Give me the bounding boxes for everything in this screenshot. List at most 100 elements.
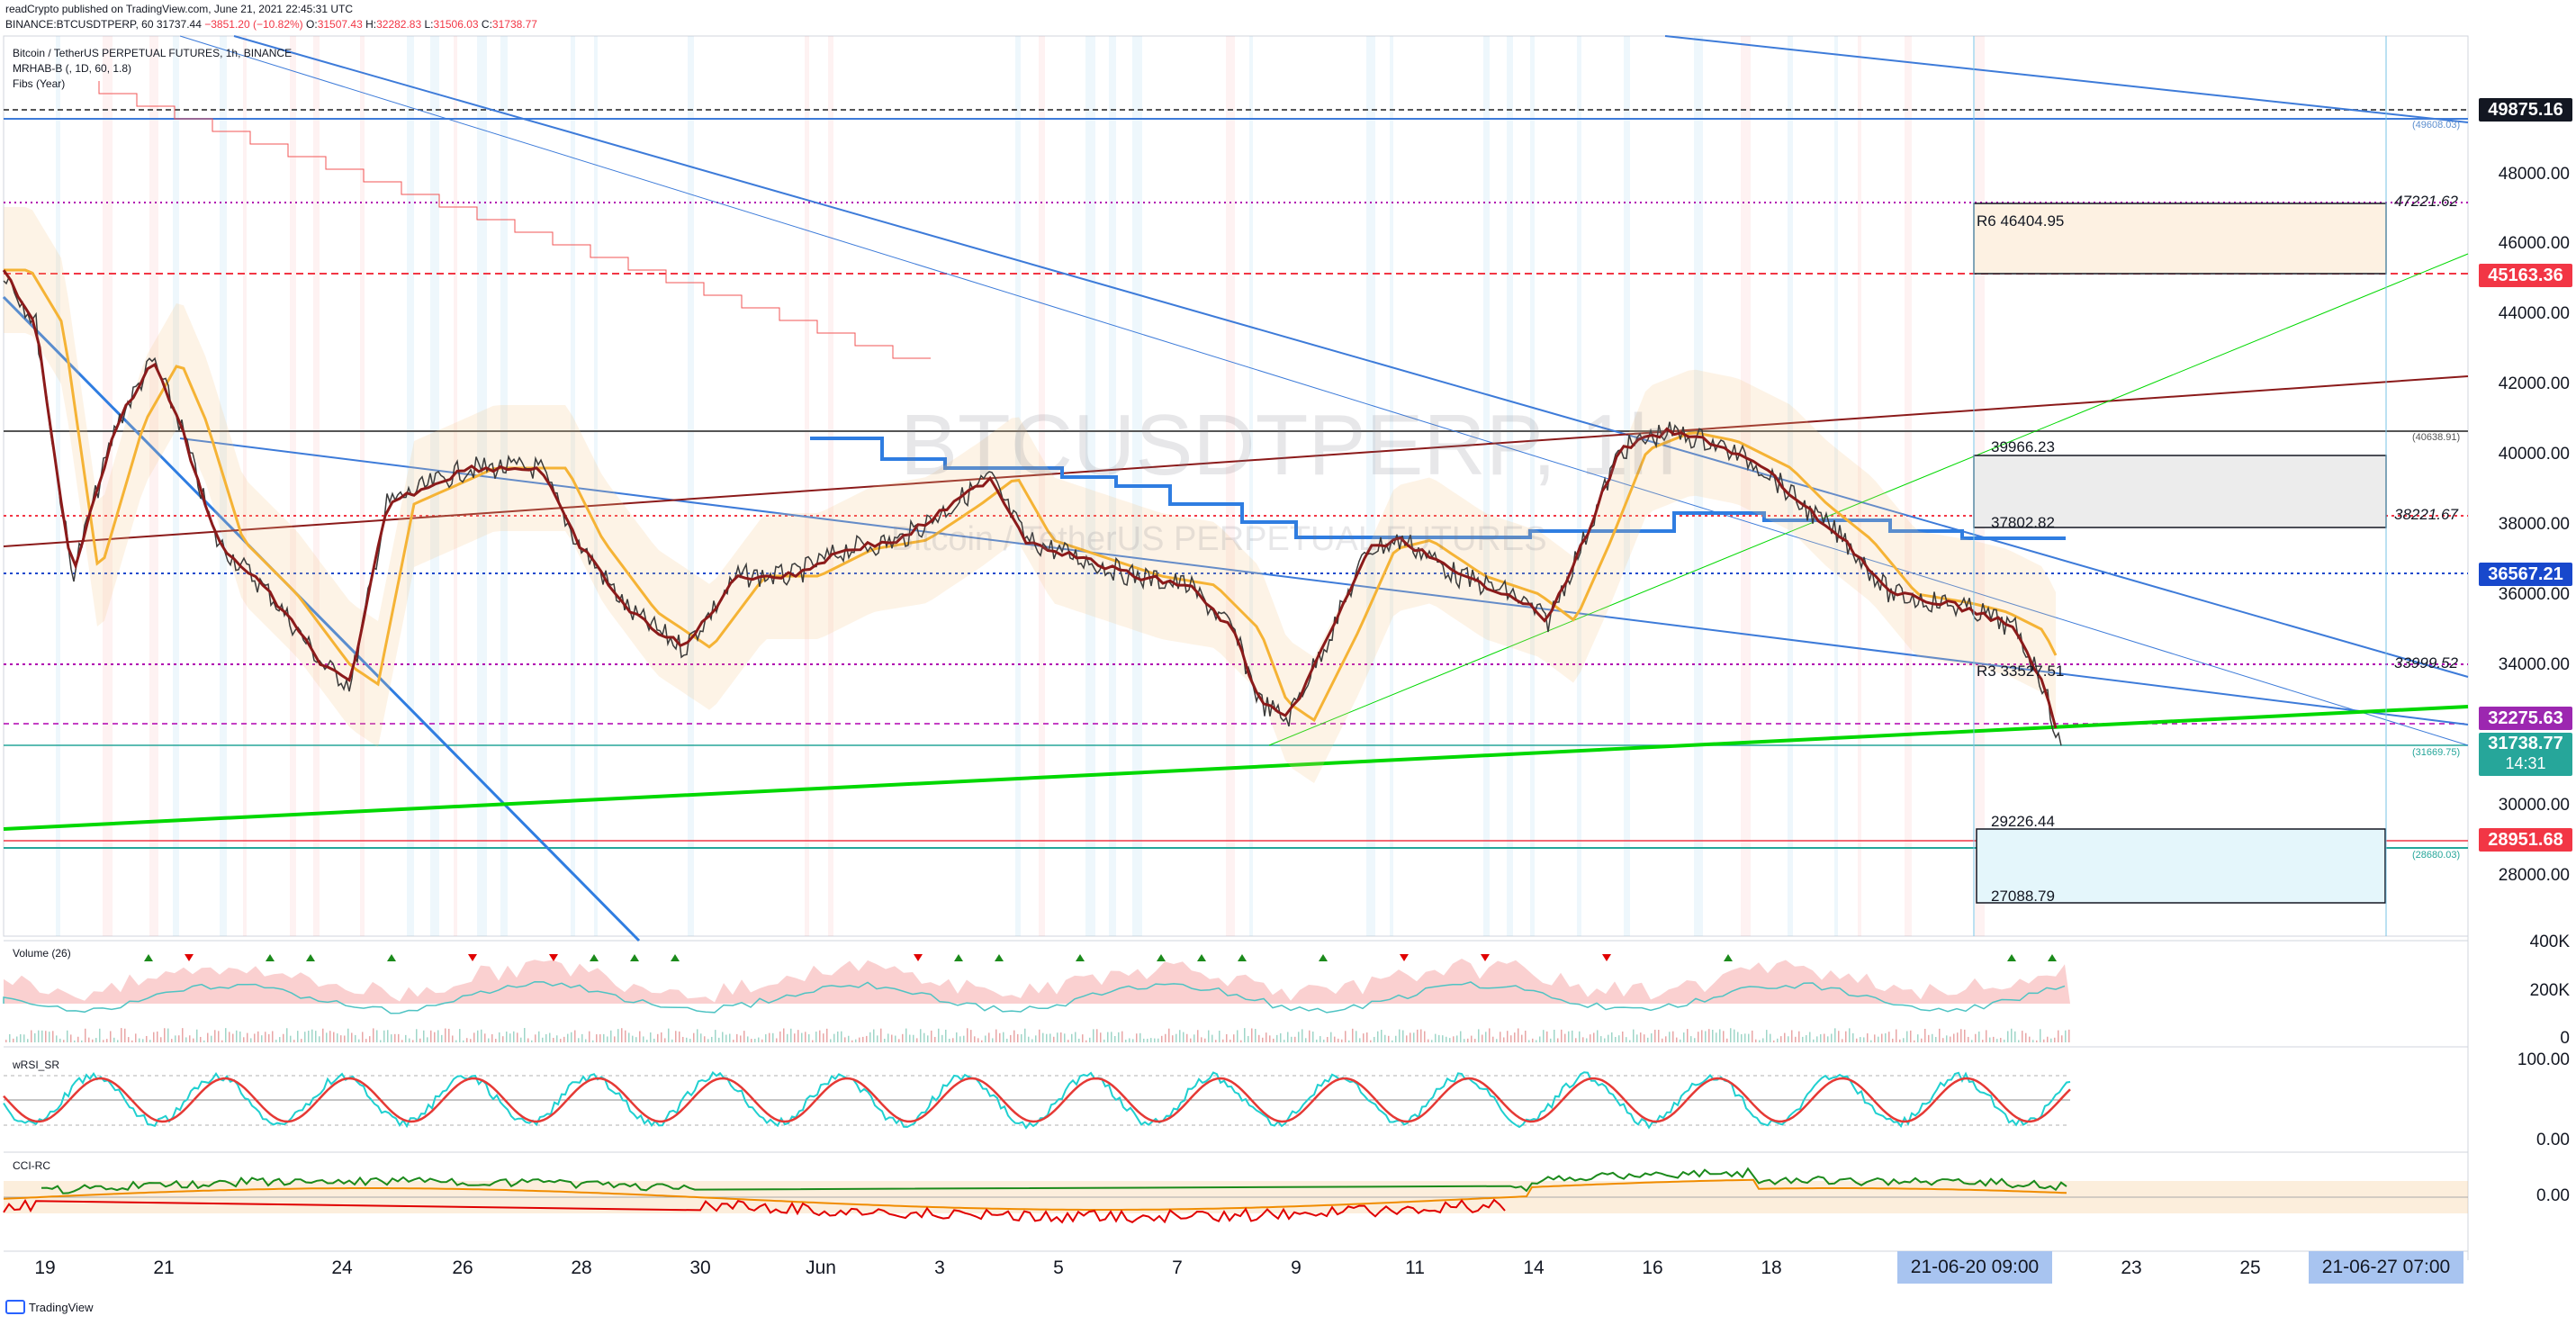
high-value: 32282.83 — [376, 18, 422, 31]
volume-bar — [502, 1036, 504, 1042]
volume-bar — [1370, 1040, 1372, 1042]
volume-bar — [1921, 1038, 1923, 1042]
price-axis-label: 42000.00 — [2498, 374, 2570, 393]
volume-pane-title[interactable]: Volume (26) — [13, 947, 71, 960]
volume-bar — [405, 1034, 407, 1042]
volume-bar — [1010, 1034, 1012, 1042]
volume-bar — [769, 1032, 770, 1042]
volume-bar — [160, 1037, 162, 1042]
volume-bar — [139, 1038, 140, 1042]
volume-signal-mark — [954, 954, 963, 961]
volume-bar — [1132, 1039, 1134, 1042]
volume-bar — [1579, 1031, 1581, 1042]
volume-bar — [1348, 1040, 1350, 1042]
volume-bar — [347, 1028, 349, 1042]
red-staircase — [98, 81, 931, 359]
legend-indicator-mrhab[interactable]: MRHAB-B (, 1D, 60, 1.8) — [13, 62, 132, 75]
upper-zone-top: 39966.23 — [1991, 438, 2055, 455]
volume-bar — [1867, 1032, 1869, 1042]
volume-signal-mark — [1197, 954, 1206, 961]
volume-bar — [275, 1040, 277, 1042]
cci-pane-title[interactable]: CCI-RC — [13, 1159, 50, 1172]
volume-bar — [517, 1032, 518, 1042]
volume-bar — [1885, 1032, 1887, 1042]
volume-bar — [265, 1032, 266, 1042]
volume-bar — [1654, 1029, 1656, 1042]
wrsi-pane-title[interactable]: wRSI_SR — [13, 1059, 60, 1071]
volume-bar — [1247, 1035, 1249, 1042]
volume-bar — [535, 1034, 536, 1042]
price-tag-last: 31738.77 14:31 — [2479, 733, 2572, 776]
chart-legend-title[interactable]: Bitcoin / TetherUS PERPETUAL FUTURES, 1h… — [13, 47, 293, 59]
last-price: 31737.44 — [156, 18, 202, 31]
volume-bar — [905, 1028, 907, 1042]
volume-bar — [2007, 1031, 2009, 1042]
volume-bar — [1204, 1038, 1206, 1042]
volume-bar — [1309, 1030, 1311, 1042]
volume-bar — [293, 1040, 295, 1042]
volume-bar — [1996, 1039, 1998, 1042]
volume-bar — [869, 1032, 871, 1042]
volume-area-red — [4, 959, 2070, 1004]
volume-bar — [229, 1032, 230, 1042]
session-band — [1390, 36, 1393, 936]
volume-bar — [297, 1031, 299, 1042]
volume-bar — [1197, 1030, 1199, 1042]
volume-bar — [52, 1031, 54, 1042]
volume-bar — [171, 1039, 173, 1042]
volume-bar — [1269, 1035, 1271, 1042]
volume-bar — [693, 1032, 695, 1042]
volume-bar — [844, 1037, 846, 1042]
volume-bar — [430, 1030, 432, 1042]
volume-bar — [1424, 1031, 1426, 1042]
volume-bar — [1845, 1031, 1847, 1042]
upper-zone-box — [1973, 455, 2387, 528]
volume-bar — [167, 1028, 169, 1042]
volume-bar — [2054, 1037, 2056, 1042]
volume-bar — [1651, 1033, 1653, 1042]
volume-bar — [1820, 1033, 1822, 1042]
volume-bar — [203, 1040, 205, 1042]
session-band — [1109, 36, 1116, 936]
volume-bar — [945, 1029, 947, 1042]
volume-signal-mark — [1076, 954, 1085, 961]
volume-bar — [779, 1031, 781, 1042]
volume-bar — [1330, 1032, 1332, 1042]
volume-bar — [859, 1037, 860, 1042]
volume-bar — [419, 1038, 421, 1042]
volume-bar — [218, 1031, 220, 1042]
volume-bar — [1085, 1040, 1087, 1042]
volume-bar — [653, 1038, 655, 1042]
volume-bar — [1860, 1037, 1861, 1042]
volume-bar — [635, 1037, 637, 1042]
volume-bar — [466, 1038, 468, 1042]
volume-bar — [448, 1028, 450, 1042]
tiny-label-31669: (31669.75) — [2412, 747, 2461, 758]
volume-bar — [711, 1036, 713, 1042]
volume-bar — [1748, 1033, 1750, 1042]
volume-bar — [574, 1030, 576, 1042]
session-band — [220, 36, 227, 936]
session-band — [477, 36, 487, 936]
tradingview-footer[interactable]: TradingView — [5, 1300, 94, 1314]
close-value: 31738.77 — [491, 18, 537, 31]
volume-bar — [1456, 1035, 1458, 1042]
volume-bar — [1356, 1031, 1357, 1042]
volume-bar — [1211, 1034, 1213, 1042]
volume-bar — [27, 1039, 29, 1042]
volume-bar — [455, 1040, 457, 1042]
volume-bar — [1078, 1038, 1080, 1042]
volume-signal-mark — [2007, 954, 2016, 961]
volume-bar — [1420, 1029, 1422, 1042]
volume-signal-mark — [671, 954, 680, 961]
volume-bar — [437, 1030, 439, 1042]
volume-bar — [643, 1036, 644, 1042]
volume-bar — [527, 1038, 529, 1042]
volume-bar — [1672, 1031, 1674, 1042]
volume-bar — [1795, 1036, 1797, 1042]
volume-signal-mark — [306, 954, 315, 961]
legend-indicator-fibs[interactable]: Fibs (Year) — [13, 77, 66, 90]
volume-bar — [679, 1031, 680, 1042]
time-axis-label: 18 — [1761, 1257, 1782, 1278]
